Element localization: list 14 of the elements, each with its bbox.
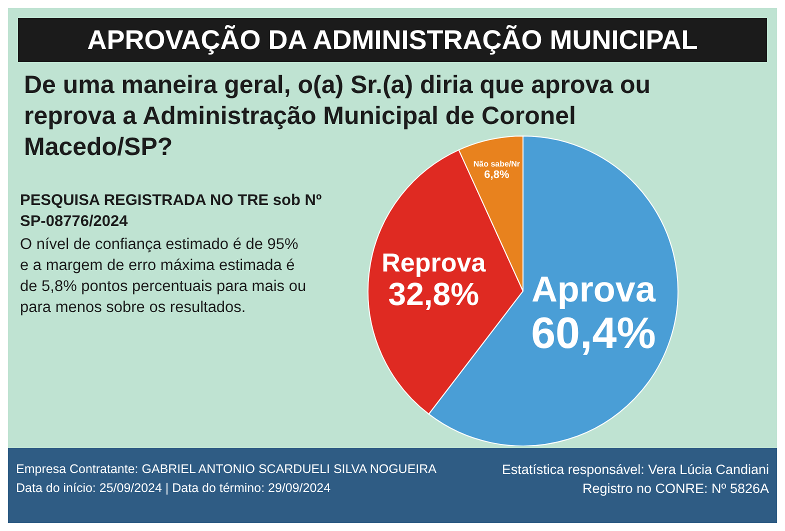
text: Data do início: 25/09/2024 | Data do término: 29/09/2024 — [16, 480, 332, 497]
data-label: 60,4% — [531, 308, 656, 358]
data-label: 6,8% — [484, 169, 510, 182]
text: Empresa Contratante: GABRIEL ANTONIO SCARDUELI SILVA NOGUEIRA — [16, 461, 438, 478]
chart-subtitle: De uma maneira geral, o(a) Sr.(a) diria que aprova ou reprova a Administração Municipal de Coronel Macedo/SP? — [24, 71, 651, 161]
slice-label: Aprova — [531, 268, 656, 310]
text: PESQUISA REGISTRADA NO TRE sob Nº SP-08776/2024 — [20, 191, 323, 232]
data-label: 32,8% — [388, 276, 480, 312]
text: Estatística responsável: Vera Lúcia Candiani — [500, 461, 769, 479]
chart-title: APROVAÇÃO DA ADMINISTRAÇÃO MUNICIPAL — [18, 18, 767, 62]
text: Registro no CONRE: Nº 5826A — [581, 480, 769, 498]
slice-label: Reprova — [382, 247, 486, 278]
text: O nível de confiança estimado é de 95% e a margem de erro máxima estimada é de 5,8% pontos percentuais para mais ou para menos sobre os resultados. — [20, 235, 308, 318]
slice-label: Não sabe/Nr — [473, 160, 520, 169]
